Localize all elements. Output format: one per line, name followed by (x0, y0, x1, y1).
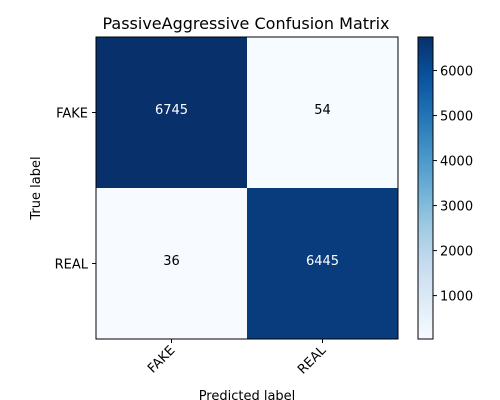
x-tick-label: FAKE (145, 343, 178, 376)
colorbar-tick-label: 2000 (440, 245, 473, 260)
colorbar-tick-label: 1000 (440, 290, 473, 305)
y-axis-ticks: FAKE REAL (55, 107, 96, 273)
colorbar-tick-label: 4000 (440, 155, 473, 170)
y-tick-label: REAL (55, 258, 89, 273)
cell-value-label: 6745 (155, 103, 188, 118)
colorbar-tick-label: 3000 (440, 200, 473, 215)
heatmap-cells: 6745 54 36 6445 (96, 37, 398, 339)
colorbar (418, 37, 433, 339)
colorbar-ticks: 1000 2000 3000 4000 5000 6000 (433, 65, 473, 305)
x-tick-label: REAL (295, 343, 330, 378)
cell-value-label: 6445 (306, 254, 339, 269)
x-axis-ticks: FAKE REAL (145, 339, 330, 377)
cell-value-label: 36 (163, 254, 180, 269)
colorbar-tick-label: 5000 (440, 110, 473, 125)
chart-title: PassiveAggressive Confusion Matrix (102, 14, 389, 33)
x-axis-label: Predicted label (199, 389, 296, 400)
y-tick-label: FAKE (56, 107, 88, 122)
y-axis-label: True label (29, 156, 44, 220)
colorbar-tick-label: 6000 (440, 65, 473, 80)
cell-value-label: 54 (314, 103, 331, 118)
